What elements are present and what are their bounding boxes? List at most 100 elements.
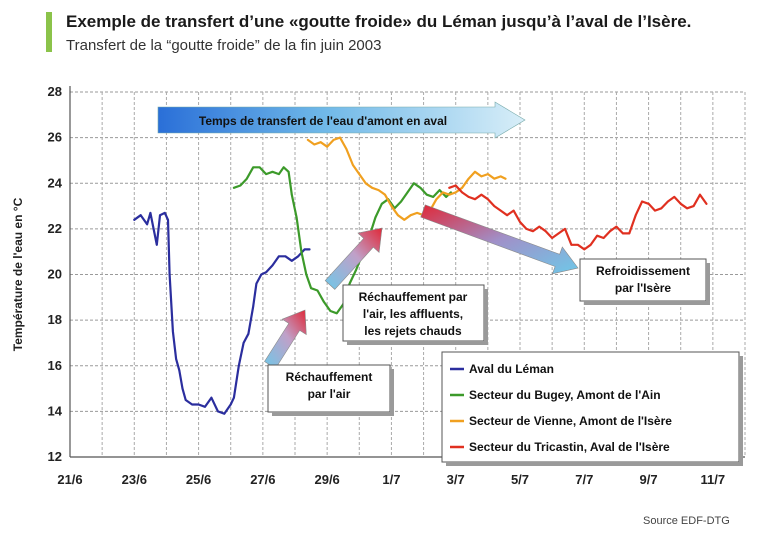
chart-title: Exemple de transfert d’une «goutte froid… — [66, 12, 692, 31]
data-point — [260, 273, 263, 276]
data-point — [252, 166, 255, 169]
data-point — [628, 232, 631, 235]
data-point — [390, 205, 393, 207]
x-tick-label: 9/7 — [640, 472, 658, 487]
data-point — [271, 170, 274, 173]
data-point — [474, 198, 476, 201]
x-tick-label: 21/6 — [57, 472, 82, 487]
data-point — [175, 358, 177, 360]
data-point — [377, 189, 380, 191]
data-point — [499, 209, 502, 212]
data-point — [519, 221, 521, 223]
x-tick-label: 29/6 — [314, 472, 339, 487]
data-point — [237, 364, 240, 367]
data-point — [319, 141, 322, 144]
cooling-shadow — [584, 301, 710, 305]
source-note: Source EDF-DTG — [643, 515, 730, 527]
data-point — [467, 177, 470, 180]
data-point — [609, 230, 611, 233]
data-point — [308, 248, 311, 251]
data-point — [686, 207, 689, 210]
data-point — [233, 186, 235, 189]
data-point — [486, 173, 489, 176]
data-point — [474, 170, 476, 173]
data-point — [278, 255, 280, 258]
data-point — [432, 196, 435, 198]
data-point — [252, 305, 255, 308]
data-point — [168, 273, 171, 276]
cooling-text: Refroidissement — [596, 264, 690, 278]
data-point — [454, 184, 457, 187]
legend-box — [441, 351, 740, 463]
data-point — [171, 330, 174, 333]
data-point — [271, 264, 274, 267]
data-point — [544, 230, 547, 233]
data-point — [374, 216, 377, 219]
warming-air-text: Réchauffement — [286, 370, 373, 384]
data-point — [512, 209, 515, 212]
y-tick-label: 28 — [48, 84, 62, 99]
data-point — [255, 282, 258, 285]
transfer-arrow-label: Temps de transfert de l'eau d'amont en a… — [199, 114, 447, 128]
data-point — [210, 396, 213, 399]
data-point — [480, 175, 483, 178]
data-point — [265, 271, 267, 274]
data-point — [287, 170, 290, 173]
data-point — [278, 173, 280, 176]
data-point — [339, 136, 341, 139]
data-point — [197, 403, 200, 406]
series-lines — [133, 136, 708, 415]
warming-air-arrow — [264, 309, 307, 369]
legend-label: Aval du Léman — [469, 362, 554, 376]
data-point — [448, 186, 451, 189]
data-point — [191, 403, 194, 406]
series-line — [306, 136, 507, 221]
data-point — [159, 214, 161, 217]
legend: Aval du Léman Secteur du Bugey, Amont de … — [441, 351, 743, 466]
y-tick-label: 20 — [48, 267, 62, 282]
data-point — [155, 243, 158, 246]
data-point — [551, 237, 554, 239]
data-point — [406, 191, 409, 194]
data-point — [416, 212, 419, 214]
data-point — [400, 200, 402, 203]
data-point — [504, 177, 507, 180]
data-point — [239, 184, 242, 187]
data-point — [265, 173, 267, 176]
data-point — [167, 218, 169, 221]
data-point — [705, 202, 708, 205]
data-point — [178, 369, 181, 372]
data-point — [699, 193, 701, 196]
data-point — [384, 193, 386, 196]
data-point — [216, 410, 219, 413]
data-point — [300, 250, 303, 253]
cooling-shadow — [706, 263, 710, 305]
data-point — [310, 287, 312, 290]
data-point — [290, 193, 293, 196]
data-point — [570, 243, 573, 246]
y-tick-label: 26 — [48, 130, 62, 145]
x-tick-label: 25/6 — [186, 472, 211, 487]
legend-shadow — [739, 356, 743, 466]
legend-shadow — [446, 462, 743, 466]
data-point — [419, 186, 422, 189]
cooling-box — [579, 258, 707, 302]
data-point — [295, 216, 298, 219]
data-point — [576, 243, 579, 246]
data-point — [454, 191, 457, 194]
data-point — [615, 225, 618, 228]
data-point — [467, 196, 470, 198]
data-point — [306, 139, 309, 141]
data-point — [480, 193, 483, 196]
axes: 12 14 16 18 20 22 24 26 28 21/6 23/6 25/6 27/6 29/6 1/… — [11, 84, 745, 487]
data-point — [284, 255, 287, 258]
warming-multi-shadow — [347, 341, 488, 345]
cooling-text: par l'Isère — [615, 281, 672, 295]
data-point — [673, 196, 676, 198]
data-point — [146, 223, 149, 226]
y-tick-label: 16 — [48, 358, 62, 373]
data-point — [242, 342, 245, 344]
data-point — [413, 182, 415, 185]
data-point — [245, 177, 248, 180]
